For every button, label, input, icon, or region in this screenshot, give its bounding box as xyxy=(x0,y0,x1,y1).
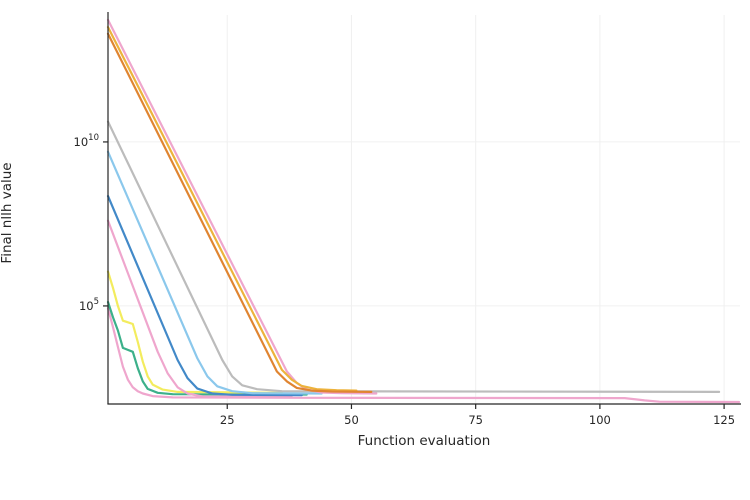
series-line-run-pink-3 xyxy=(106,307,741,404)
x-tick-label: 75 xyxy=(468,413,483,427)
x-tick-label: 125 xyxy=(713,413,735,427)
x-axis-label: Function evaluation xyxy=(357,433,491,449)
x-tick-label: 100 xyxy=(589,413,611,427)
y-tick-label: 1010 xyxy=(74,133,99,149)
series-line-run-yellow xyxy=(106,270,283,394)
series-line-run-green xyxy=(106,300,308,396)
series-line-run-amber xyxy=(106,26,358,392)
x-tick-label: 25 xyxy=(220,413,235,427)
series-line-run-pink-2 xyxy=(106,219,293,399)
x-tick-label: 50 xyxy=(344,413,359,427)
y-tick-label: 105 xyxy=(79,297,99,313)
y-axis-label: Final nllh value xyxy=(0,162,15,264)
series-line-run-light-blue xyxy=(106,150,323,395)
series-line-run-dark-blue xyxy=(106,195,303,397)
series-line-run-orange xyxy=(106,32,373,393)
series-line-run-gray xyxy=(106,120,721,393)
